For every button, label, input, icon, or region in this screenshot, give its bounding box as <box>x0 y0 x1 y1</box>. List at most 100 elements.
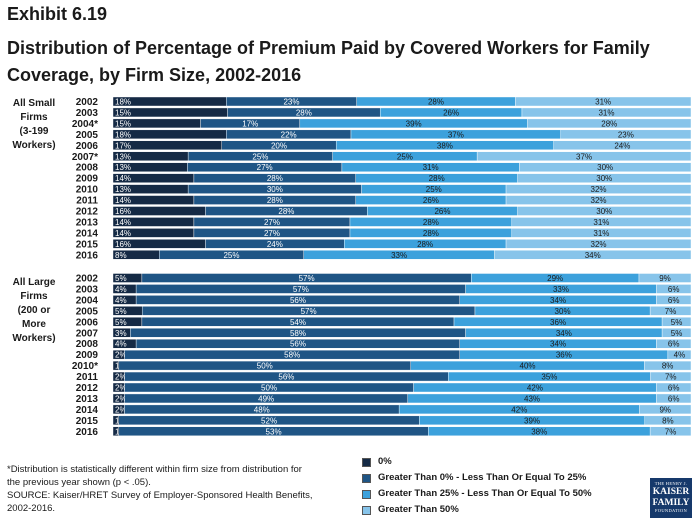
data-label: 31% <box>593 218 609 227</box>
year-label: 2012 <box>76 383 99 394</box>
data-label: 14% <box>115 218 131 227</box>
legend-label: Greater Than 50% <box>378 504 459 515</box>
group-label-line: Workers) <box>12 140 56 151</box>
group-label-small-firms: All Small Firms (3-199 Workers) <box>4 97 64 153</box>
source-line: SOURCE: Kaiser/HRET Survey of Employer-S… <box>7 490 313 501</box>
group-label-line: More <box>22 319 46 330</box>
data-label: 18% <box>115 98 131 107</box>
data-label: 5% <box>115 274 127 283</box>
data-label: 25% <box>223 251 239 260</box>
group-label-line: All Small <box>12 98 56 109</box>
year-label: 2008 <box>76 163 99 174</box>
year-label: 2007* <box>72 152 98 163</box>
data-label: 26% <box>423 196 439 205</box>
group-label-line: Firms <box>20 112 48 123</box>
legend-item-low: Greater Than 0% - Less Than Or Equal To … <box>362 472 592 485</box>
year-label: 2003 <box>76 284 99 295</box>
legend-swatch <box>362 490 371 499</box>
data-label: 29% <box>547 274 563 283</box>
year-label: 2002 <box>76 97 99 108</box>
data-label: 40% <box>520 362 536 371</box>
data-label: 6% <box>668 384 680 393</box>
data-label: 30% <box>267 185 283 194</box>
data-label: 33% <box>553 285 569 294</box>
bar-segment <box>656 284 692 294</box>
data-label: 30% <box>597 163 613 172</box>
data-label: 28% <box>601 119 617 128</box>
legend-swatch <box>362 474 371 483</box>
year-label: 2004* <box>72 119 98 130</box>
year-label: 2005 <box>76 306 99 317</box>
data-label: 23% <box>618 130 634 139</box>
data-label: 5% <box>671 318 683 327</box>
year-label: 2005 <box>76 130 99 141</box>
data-label: 8% <box>662 362 674 371</box>
year-label: 2003 <box>76 108 99 119</box>
data-label: 56% <box>290 340 306 349</box>
legend-label: Greater Than 25% - Less Than Or Equal To… <box>378 488 592 499</box>
year-label: 2007 <box>76 328 99 339</box>
data-label: 14% <box>115 196 131 205</box>
data-label: 31% <box>598 108 614 117</box>
data-label: 39% <box>524 416 540 425</box>
bar-segment <box>650 371 692 382</box>
legend-item-mid: Greater Than 25% - Less Than Or Equal To… <box>362 488 592 501</box>
bar-segment <box>667 349 692 360</box>
year-label: 2013 <box>76 217 99 228</box>
data-label: 4% <box>115 296 127 305</box>
data-label: 17% <box>115 141 131 150</box>
bar-segment <box>521 107 692 118</box>
year-label: 2015 <box>76 239 99 250</box>
data-label: 2% <box>115 394 127 403</box>
data-label: 36% <box>556 351 572 360</box>
data-label: 26% <box>434 207 450 216</box>
data-label: 28% <box>423 218 439 227</box>
data-label: 28% <box>278 207 294 216</box>
data-label: 2% <box>115 384 127 393</box>
data-label: 5% <box>115 318 127 327</box>
footnote-line: *Distribution is statistically different… <box>7 464 302 475</box>
data-label: 2% <box>115 351 127 360</box>
bar-segment <box>476 151 692 161</box>
data-label: 28% <box>429 174 445 183</box>
data-label: 43% <box>524 394 540 403</box>
data-label: 23% <box>283 98 299 107</box>
data-label: 6% <box>668 394 680 403</box>
data-label: 48% <box>254 405 270 414</box>
data-label: 58% <box>290 329 306 338</box>
year-label: 2015 <box>76 416 99 427</box>
legend-label: Greater Than 0% - Less Than Or Equal To … <box>378 472 587 483</box>
data-label: 5% <box>115 307 127 316</box>
data-label: 57% <box>301 307 317 316</box>
data-label: 24% <box>267 240 283 249</box>
data-label: 34% <box>585 251 601 260</box>
data-label: 27% <box>264 218 280 227</box>
data-label: 18% <box>115 130 131 139</box>
data-label: 50% <box>261 384 277 393</box>
data-label: 7% <box>665 373 677 382</box>
data-label: 20% <box>271 141 287 150</box>
year-label: 2009 <box>76 350 99 361</box>
bar-segment <box>505 239 692 249</box>
data-label: 17% <box>242 119 258 128</box>
logo-text: KAISER <box>652 487 690 497</box>
data-label: 27% <box>264 229 280 238</box>
bar-segment <box>639 404 692 415</box>
data-label: 14% <box>115 229 131 238</box>
data-label: 2% <box>115 373 127 382</box>
data-label: 25% <box>252 152 268 161</box>
data-label: 33% <box>391 251 407 260</box>
data-label: 31% <box>423 163 439 172</box>
data-label: 13% <box>115 152 131 161</box>
data-label: 34% <box>556 329 572 338</box>
year-label: 2009 <box>76 174 99 185</box>
data-label: 57% <box>299 274 315 283</box>
data-label: 34% <box>550 296 566 305</box>
data-label: 42% <box>527 384 543 393</box>
data-label: 52% <box>261 416 277 425</box>
legend-item-zero: 0% <box>362 456 592 469</box>
data-label: 36% <box>550 318 566 327</box>
data-label: 8% <box>662 416 674 425</box>
data-label: 37% <box>576 152 592 161</box>
